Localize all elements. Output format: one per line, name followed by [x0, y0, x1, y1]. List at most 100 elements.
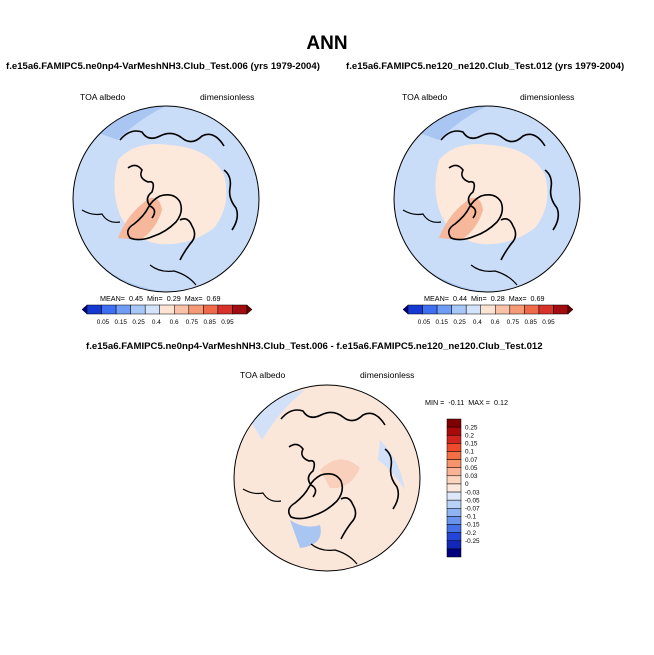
map-coastline — [384, 448, 400, 510]
colorbar-tick-label: 0.95 — [542, 319, 555, 326]
colorbar-swatch — [446, 524, 462, 533]
colorbar-tick-label: 0.1 — [465, 449, 474, 456]
colorbar-tick-label: -0.25 — [465, 538, 480, 545]
colorbar-tick-label: 0.05 — [465, 465, 478, 472]
colorbar-tick-label: -0.07 — [465, 505, 480, 512]
colorbar-tick-label: 0.07 — [465, 457, 478, 464]
colorbar-swatch — [446, 540, 462, 550]
map-coastline — [126, 194, 183, 241]
map-coastline — [223, 169, 239, 231]
colorbar-tick-label: 0.75 — [186, 319, 199, 326]
colorbar-tick-label: 0.15 — [436, 319, 449, 326]
map-boundary — [233, 384, 421, 572]
panel-2-units-label: dimensionless — [520, 92, 575, 102]
min-label: Min= — [470, 294, 487, 303]
colorbar-tick-label: 0.25 — [453, 319, 466, 326]
colorbar-swatch — [446, 467, 462, 477]
map-coastline — [447, 194, 504, 241]
map-coastline — [287, 473, 344, 520]
panel-1-colorbar: 0.05 0.15 0.25 0.4 0.6 0.75 0.85 0.95 — [81, 304, 253, 326]
diff-panel-title: f.e15a6.FAMIPC5.ne0np4-VarMeshNH3.Club_T… — [86, 341, 543, 352]
colorbar-tick-label: -0.2 — [465, 530, 476, 537]
colorbar-tick-label: -0.15 — [465, 522, 480, 529]
colorbar-swatch — [446, 532, 462, 542]
colorbar-tick-label: 0.25 — [465, 424, 478, 431]
min-value: 0.29 — [166, 294, 181, 303]
map-low-albedo-band — [90, 106, 166, 140]
map-coastline — [544, 169, 560, 231]
map-coastline — [280, 409, 386, 426]
colorbar-tick-label: 0.03 — [465, 473, 478, 480]
colorbar-tick-label: 0 — [465, 481, 469, 488]
panel-1-variable-label: TOA albedo — [80, 92, 126, 102]
panel-2-title: f.e15a6.FAMIPC5.ne120_ne120.Club_Test.01… — [346, 61, 625, 72]
colorbar-swatch — [446, 418, 462, 428]
map-coastline — [149, 264, 197, 286]
panel-1-stats: MEAN= 0.45 Min= 0.29 Max= 0.69 — [100, 294, 221, 303]
colorbar-swatch — [446, 516, 462, 525]
colorbar-swatch — [446, 491, 462, 501]
map-coastline — [242, 488, 282, 502]
colorbar-swatch — [446, 459, 462, 468]
panel-2-stats: MEAN= 0.44 Min= 0.28 Max= 0.69 — [424, 294, 545, 303]
max-value: 0.12 — [494, 398, 509, 407]
colorbar-tick-label: 0.75 — [507, 319, 520, 326]
colorbar-tick-label: 0.6 — [170, 319, 179, 326]
panel-2-colorbar: 0.05 0.15 0.25 0.4 0.6 0.75 0.85 0.95 — [402, 304, 574, 326]
colorbar-tick-label: 0.6 — [491, 319, 500, 326]
map-negative-region — [250, 390, 305, 440]
colorbar-swatch — [446, 451, 462, 460]
mean-value: 0.44 — [452, 294, 467, 303]
colorbar-tick-label: 0.95 — [221, 319, 234, 326]
mean-label: MEAN= — [100, 294, 125, 303]
map-coastline — [470, 264, 518, 286]
colorbar-tick-label: 0.25 — [132, 319, 145, 326]
colorbar-tick-label: 0.4 — [152, 319, 161, 326]
map-boundary — [393, 105, 581, 293]
max-value: 0.69 — [206, 294, 221, 303]
map-coastline — [119, 130, 225, 147]
diff-colorbar: 0.250.20.150.10.070.050.030-0.03-0.05-0.… — [446, 418, 480, 558]
colorbar-swatch — [446, 499, 462, 509]
max-label: Max= — [508, 294, 527, 303]
colorbar-swatch — [446, 475, 462, 485]
diff-panel-variable-label: TOA albedo — [240, 370, 286, 380]
map-coastline — [500, 218, 517, 261]
colorbar-tick-label: -0.05 — [465, 497, 480, 504]
max-label: MAX = — [468, 398, 491, 407]
min-value: 0.28 — [490, 294, 505, 303]
panel-1-units-label: dimensionless — [200, 92, 255, 102]
map-low-albedo-band — [411, 106, 487, 140]
colorbar-swatch — [246, 304, 253, 315]
map-coastline — [179, 218, 196, 261]
colorbar-swatch — [567, 304, 574, 315]
map-coastline — [340, 497, 357, 540]
map-coastline — [448, 164, 477, 219]
colorbar-tick-label: 0.4 — [473, 319, 482, 326]
diff-panel-stats: MIN = -0.11 MAX = 0.12 — [425, 398, 508, 407]
map-coastline — [288, 443, 317, 498]
colorbar-swatch — [446, 483, 462, 493]
colorbar-tick-label: 0.2 — [465, 432, 474, 439]
map-coastline — [81, 209, 121, 223]
min-label: Min= — [146, 294, 163, 303]
map-positive-region — [320, 459, 360, 489]
diff-panel-units-label: dimensionless — [360, 370, 415, 380]
colorbar-swatch — [446, 508, 462, 517]
figure-title: ANN — [306, 33, 348, 54]
map-boundary — [72, 105, 260, 293]
max-value: 0.69 — [530, 294, 545, 303]
map-coastline — [440, 130, 546, 147]
colorbar-swatch — [446, 426, 462, 436]
panel-1-title: f.e15a6.FAMIPC5.ne0np4-VarMeshNH3.Club_T… — [6, 61, 320, 72]
colorbar-tick-label: 0.85 — [203, 319, 216, 326]
max-label: Max= — [184, 294, 203, 303]
mean-value: 0.45 — [128, 294, 143, 303]
colorbar-tick-label: -0.03 — [465, 489, 480, 496]
colorbar-tick-label: 0.85 — [524, 319, 537, 326]
colorbar-swatch — [446, 548, 462, 558]
mean-label: MEAN= — [424, 294, 449, 303]
